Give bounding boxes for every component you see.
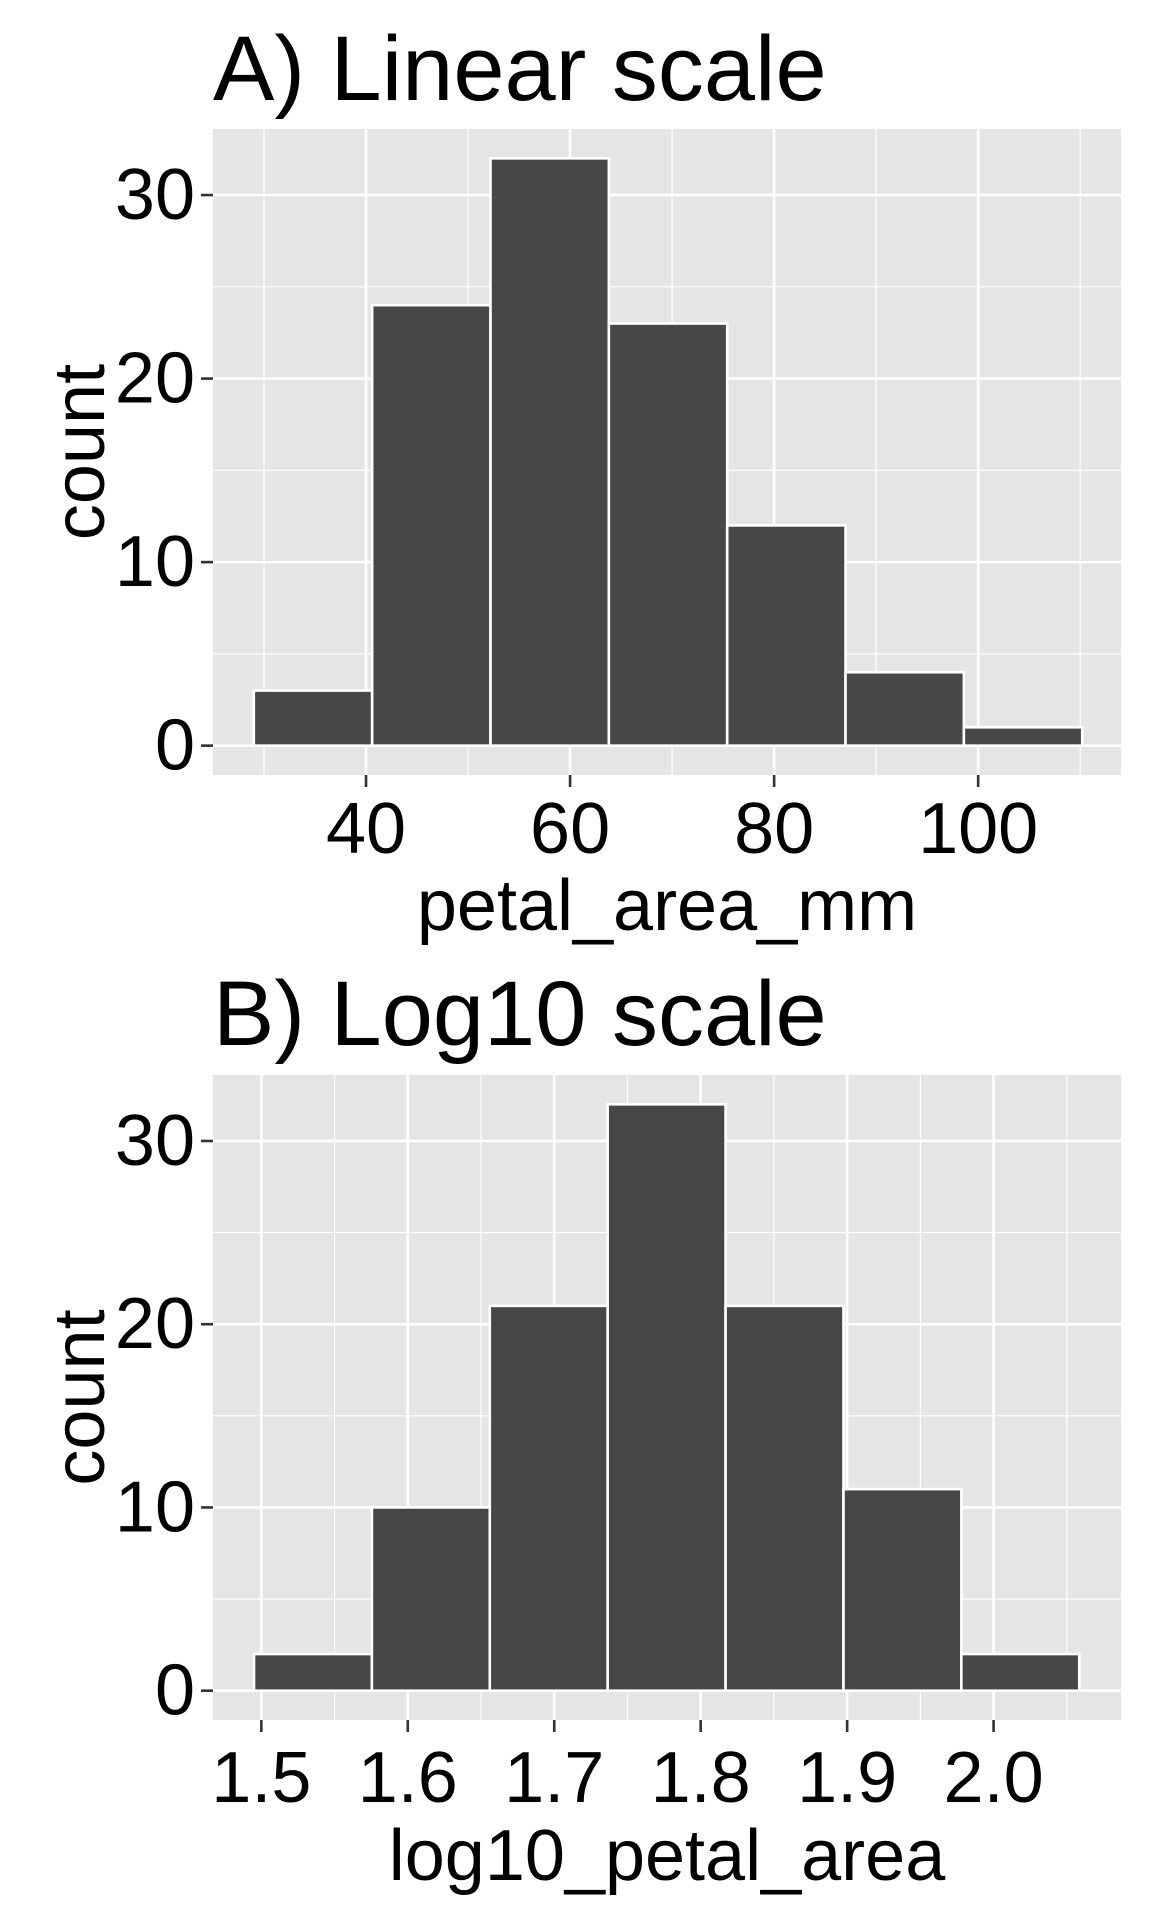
y-axis-title: count (40, 1309, 120, 1485)
x-axis-title: petal_area_mm (417, 866, 917, 946)
panel-b-log10-scale: 0 10 20 30 1.5 1.6 1.7 1.8 1.9 2.0 B) Log10 scale l… (40, 963, 1121, 1896)
y-tick-label: 20 (115, 339, 195, 419)
y-tick-label: 10 (115, 1467, 195, 1547)
histogram-bar (960, 1652, 1081, 1692)
histogram-bar (252, 689, 374, 747)
x-tick-label: 60 (530, 789, 610, 869)
histogram-bar (370, 1506, 492, 1692)
histogram-bar (370, 303, 492, 747)
x-tick-label: 1.7 (504, 1738, 604, 1818)
y-tick-label: 0 (155, 706, 195, 786)
x-axis-title: log10_petal_area (389, 1816, 946, 1896)
y-tick-label: 0 (155, 1651, 195, 1731)
x-tick-label: 1.9 (797, 1738, 897, 1818)
histogram-bar (725, 524, 847, 747)
x-tick-label: 100 (918, 789, 1038, 869)
y-axis-title: count (40, 364, 120, 540)
histogram-bar (844, 670, 966, 747)
histogram-bar (962, 725, 1084, 747)
x-tick-label: 2.0 (944, 1738, 1044, 1818)
y-tick-label: 30 (115, 155, 195, 235)
histogram-bar (607, 322, 729, 747)
histogram-bar (606, 1103, 727, 1692)
x-tick-label: 1.8 (651, 1738, 751, 1818)
panel-a-linear-scale: 0 10 20 30 40 60 80 100 A) Linear scale petal_are… (40, 18, 1121, 946)
histogram-bar (488, 1304, 609, 1692)
panel-title: A) Linear scale (213, 18, 827, 120)
y-tick-label: 20 (115, 1284, 195, 1364)
histogram-bar (724, 1304, 845, 1692)
y-tick-label: 10 (115, 522, 195, 602)
histogram-bar (252, 1652, 374, 1692)
x-tick-label: 1.6 (358, 1738, 458, 1818)
x-tick-label: 80 (734, 789, 814, 869)
x-tick-label: 1.5 (211, 1738, 311, 1818)
y-tick-label: 30 (115, 1101, 195, 1181)
histogram-bar (842, 1487, 963, 1692)
histogram-bar (489, 157, 611, 747)
panel-title: B) Log10 scale (213, 963, 827, 1065)
x-tick-label: 40 (326, 789, 406, 869)
